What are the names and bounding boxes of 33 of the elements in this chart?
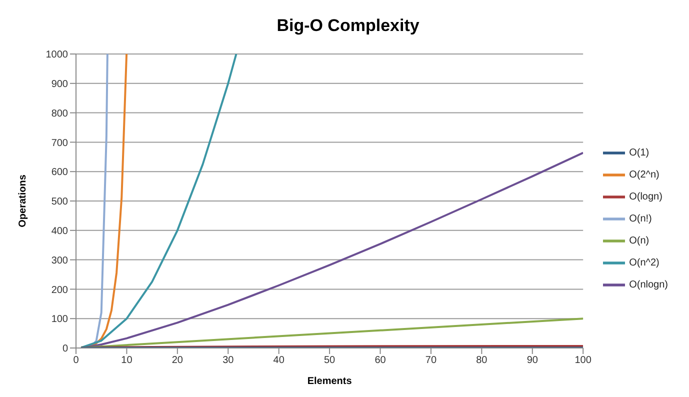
x-tick-label: 90: [526, 355, 538, 366]
y-tick-label: 800: [51, 108, 68, 120]
y-tick-label: 500: [51, 196, 68, 208]
y-tick-label: 900: [51, 78, 68, 90]
y-tick-label: 600: [51, 167, 68, 178]
x-tick-label: 100: [574, 355, 592, 366]
legend-label: O(n): [629, 236, 650, 247]
x-tick-label: 20: [172, 355, 184, 366]
x-tick-label: 10: [121, 355, 133, 366]
x-tick-label: 70: [425, 355, 437, 366]
y-tick-label: 0: [62, 344, 68, 355]
x-tick-label: 0: [73, 355, 80, 366]
y-tick-label: 300: [51, 255, 68, 266]
y-tick-label: 1000: [46, 50, 68, 61]
legend-label: O(logn): [629, 192, 662, 203]
legend-label: O(2^n): [629, 170, 660, 181]
y-tick-label: 400: [51, 226, 68, 237]
x-axis-title: Elements: [307, 376, 352, 387]
chart-title: Big-O Complexity: [276, 15, 420, 37]
y-tick-label: 100: [51, 314, 68, 326]
x-tick-label: 40: [273, 355, 285, 366]
legend-label: O(n!): [629, 214, 652, 225]
x-tick-label: 30: [222, 355, 234, 366]
legend-label: O(n^2): [629, 258, 660, 269]
y-tick-label: 200: [51, 284, 68, 296]
y-axis-title: Operations: [18, 174, 29, 228]
line-series: [80, 54, 238, 348]
legend-label: O(nlogn): [629, 280, 668, 291]
x-tick-label: 80: [476, 355, 488, 366]
y-tick-label: 700: [51, 138, 68, 149]
x-tick-label: 50: [324, 355, 336, 366]
legend-label: O(1): [629, 148, 650, 159]
x-tick-label: 60: [374, 355, 386, 366]
